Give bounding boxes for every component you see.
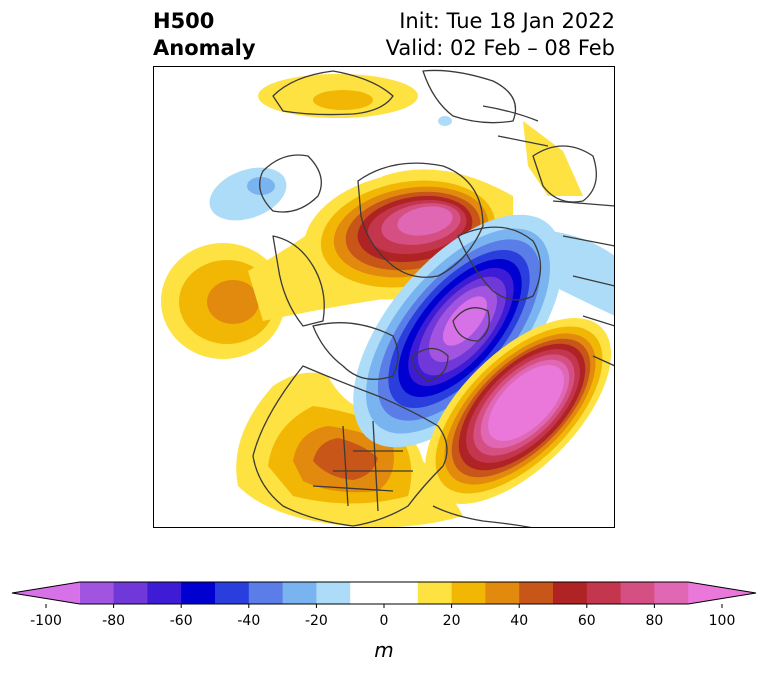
colorbar-swatch <box>417 582 453 604</box>
colorbar-outline <box>11 581 757 605</box>
colorbar-tick-label: -40 <box>237 613 260 629</box>
positive-anomaly-top <box>258 74 418 118</box>
colorbar-swatch <box>282 582 317 604</box>
map-frame <box>153 66 615 528</box>
colorbar-swatch <box>113 582 148 604</box>
colorbar-swatch <box>586 582 622 604</box>
colorbar-tick-label: 0 <box>380 613 389 629</box>
colorbar-swatch <box>181 582 216 604</box>
colorbar-tick-label: 20 <box>443 613 461 629</box>
colorbar-swatch <box>215 582 250 604</box>
anomaly-map <box>153 66 615 528</box>
date-info: Init: Tue 18 Jan 2022 Valid: 02 Feb – 08… <box>386 8 615 62</box>
positive-anomaly-atlantic <box>425 318 611 504</box>
colorbar-swatch <box>384 582 419 604</box>
colorbar-tick-label: -80 <box>102 613 125 629</box>
colorbar-swatch <box>79 582 115 604</box>
colorbar-swatch <box>620 582 655 604</box>
colorbar-tick-label: 100 <box>709 613 736 629</box>
title-line-2: Anomaly <box>153 36 256 60</box>
title-line-1: H500 <box>153 9 215 33</box>
map-svg <box>153 66 615 528</box>
colorbar-tick-label: 80 <box>645 613 663 629</box>
colorbar-swatch <box>248 582 284 604</box>
colorbar-swatches <box>11 581 757 605</box>
colorbar-swatch <box>147 582 182 604</box>
positive-anomaly-ne <box>523 121 583 196</box>
init-date: Init: Tue 18 Jan 2022 <box>399 9 615 33</box>
colorbar-swatch <box>654 582 689 604</box>
colorbar-swatch <box>350 582 385 604</box>
colorbar-tick-label: -100 <box>30 613 62 629</box>
colorbar-ticks: -100 -80 -60 -40 -20 0 20 40 60 80 100 <box>30 604 735 629</box>
coastlines <box>252 69 615 528</box>
colorbar-tick-label: 40 <box>510 613 528 629</box>
negative-anomaly-small <box>438 116 452 126</box>
colorbar-swatch <box>316 582 351 604</box>
map-title: H500 Anomaly <box>153 8 256 62</box>
colorbar-unit: m <box>374 638 393 662</box>
colorbar-swatch <box>451 582 486 604</box>
colorbar: -100 -80 -60 -40 -20 0 20 40 60 80 100 m <box>11 581 757 662</box>
colorbar-swatch <box>485 582 520 604</box>
valid-date: Valid: 02 Feb – 08 Feb <box>385 36 615 60</box>
colorbar-tick-label: -60 <box>170 613 193 629</box>
colorbar-tick-label: -20 <box>305 613 328 629</box>
colorbar-tick-label: 60 <box>578 613 596 629</box>
colorbar-swatch <box>519 582 554 604</box>
colorbar-swatch <box>12 582 80 604</box>
negative-anomaly-alaska <box>209 167 287 221</box>
colorbar-swatch <box>688 582 756 604</box>
colorbar-swatch <box>553 582 588 604</box>
